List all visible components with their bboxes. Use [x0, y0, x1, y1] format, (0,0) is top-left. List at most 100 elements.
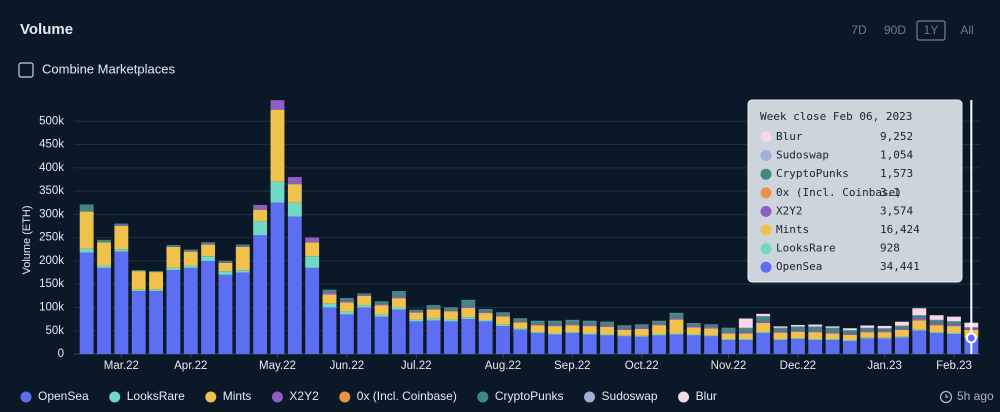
tooltip-value: 1,054 — [880, 149, 913, 162]
bar-segment — [409, 319, 424, 322]
bar-segment — [409, 311, 424, 313]
bar-segment — [270, 100, 285, 110]
bar-segment — [842, 340, 857, 354]
tooltip-value: 34,441 — [880, 260, 920, 273]
bar-segment — [773, 339, 788, 341]
bar-segment — [374, 305, 389, 315]
bar-segment — [322, 294, 337, 304]
bar-segment — [530, 333, 545, 354]
bar-segment — [496, 316, 510, 325]
tooltip-swatch — [760, 150, 772, 162]
bar-segment — [634, 328, 649, 336]
bar-segment — [773, 328, 788, 332]
legend-swatch — [678, 391, 690, 403]
bar-segment — [426, 320, 441, 354]
tooltip-value: 1,573 — [880, 167, 913, 180]
x-tick-label: Dec.22 — [780, 360, 816, 372]
bar-segment — [131, 291, 146, 354]
tooltip-series: OpenSea — [776, 260, 822, 273]
bar-segment — [565, 332, 580, 334]
tooltip: Week close Feb 06, 2023 Blur 9,252 Sudoswap… — [747, 99, 977, 354]
bar-segment — [513, 328, 528, 330]
bar-segment — [860, 328, 875, 331]
bar-segment — [582, 324, 597, 327]
bar-segment — [686, 334, 701, 336]
bar-segment — [756, 332, 771, 334]
tooltip-swatch — [760, 224, 772, 236]
bar-segment — [114, 249, 129, 252]
range-button-label[interactable]: 90D — [884, 23, 906, 37]
bar-segment — [947, 324, 961, 327]
bar-segment — [877, 325, 892, 329]
tooltip-swatch — [760, 168, 772, 180]
bar-segment — [97, 267, 111, 354]
bar-segment — [339, 314, 354, 354]
bar-segment — [704, 325, 719, 327]
bar-segment — [617, 329, 632, 336]
bar-segment — [686, 326, 701, 328]
bar-segment — [357, 293, 372, 295]
bar-segment — [426, 318, 441, 321]
bar-segment — [391, 307, 406, 310]
y-tick-label: 100k — [39, 301, 64, 313]
bar-segment — [634, 336, 649, 354]
bar-segment — [391, 309, 406, 354]
bar-segment — [617, 328, 632, 330]
x-tick-label: Sep.22 — [554, 360, 590, 372]
bar-segment — [877, 328, 892, 331]
bar-segment — [912, 315, 927, 319]
bar-segment — [738, 340, 753, 354]
cursor-dot — [965, 332, 977, 344]
range-button-label[interactable]: 7D — [851, 23, 867, 37]
bar-segment — [322, 292, 337, 295]
bar-segment — [947, 333, 961, 354]
tooltip-value: 928 — [880, 242, 900, 255]
bar-segment — [322, 289, 337, 292]
bar-segment — [825, 333, 840, 340]
bar-segment — [426, 308, 441, 310]
y-tick-label: 450k — [39, 139, 64, 151]
range-button[interactable] — [916, 20, 946, 41]
bar-segment — [253, 221, 268, 236]
bar-segment — [548, 333, 562, 335]
bar-segment — [912, 318, 927, 321]
range-button-label[interactable]: 1Y — [924, 23, 939, 37]
legend-label: X2Y2 — [289, 389, 319, 403]
x-axis: Mar.22 Apr.22 May.22 Jun.22 Jul.22 Aug.22 Sep.… — [104, 354, 972, 372]
bar-segment — [600, 322, 614, 326]
bar-segment — [947, 333, 961, 334]
tooltip-value: 3,574 — [880, 204, 913, 217]
tooltip-series: Sudoswap — [776, 149, 829, 162]
bar-segment — [201, 256, 216, 261]
bar-segment — [235, 244, 250, 246]
bar-segment — [929, 323, 944, 326]
bar-segment — [808, 326, 823, 331]
bar-segment — [270, 109, 285, 182]
bar-segment — [131, 271, 146, 290]
bar-segment — [929, 325, 944, 333]
bar-segment — [582, 333, 597, 335]
bar-segment — [201, 244, 216, 257]
bar-segment — [97, 239, 111, 243]
checkbox[interactable] — [18, 62, 34, 78]
bar-segment — [218, 274, 233, 354]
checkbox-label[interactable]: Combine Marketplaces — [42, 61, 175, 76]
range-button-label[interactable]: All — [960, 23, 973, 37]
y-tick-label: 300k — [39, 208, 64, 220]
bar-segment — [929, 315, 944, 320]
bar-segment — [374, 301, 389, 304]
bar-segment — [166, 267, 181, 271]
bar-segment — [721, 328, 736, 332]
bar-segment — [790, 331, 805, 339]
bar-segment — [877, 337, 892, 339]
bar-segment — [808, 324, 823, 327]
bar-segment — [738, 333, 753, 340]
bar-segment — [721, 339, 736, 341]
bar-segment — [548, 324, 562, 327]
bar-segment — [738, 339, 753, 341]
x-tick-label: Aug.22 — [485, 360, 521, 372]
bar-segment — [756, 322, 771, 333]
bar-segment — [634, 325, 649, 328]
bar-segment — [825, 328, 840, 332]
bar-segment — [652, 335, 667, 354]
